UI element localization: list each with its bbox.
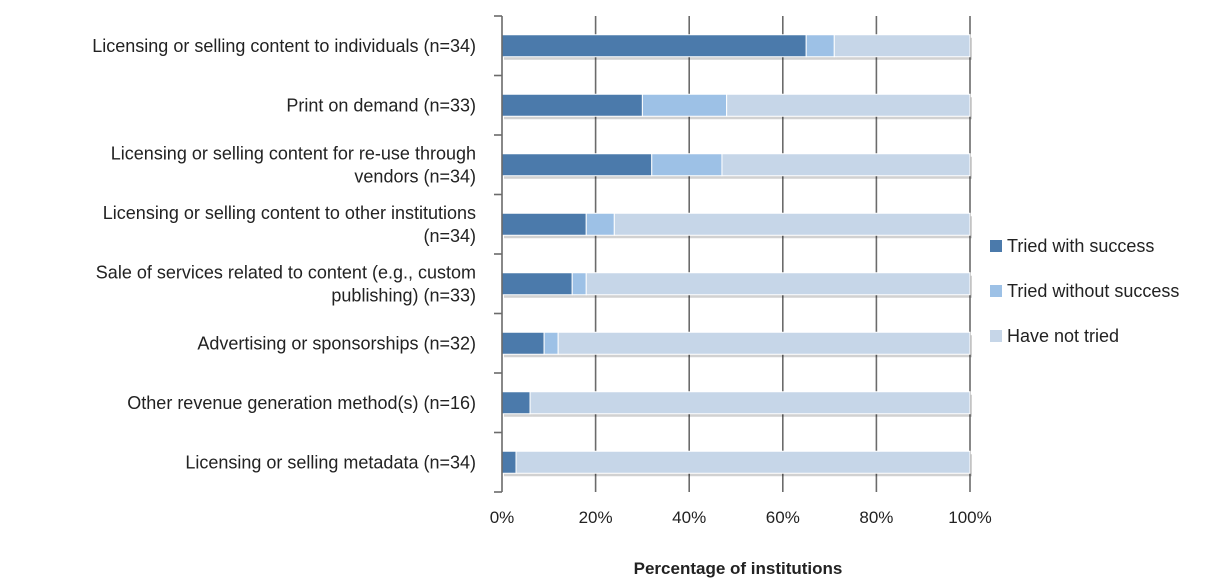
bar-segment: [585, 212, 615, 236]
bar-segment: [501, 331, 545, 355]
legend-swatch: [990, 330, 1002, 342]
bar-segment: [501, 450, 517, 474]
legend-label: Have not tried: [1007, 326, 1119, 346]
bar-segment: [805, 34, 835, 58]
x-tick-label: 60%: [766, 508, 800, 527]
legend-label: Tried without success: [1007, 281, 1179, 301]
bar-segment: [543, 331, 559, 355]
bar-segment: [571, 272, 587, 296]
category-label: Licensing or selling metadata (n=34): [185, 452, 476, 472]
bar-segment: [501, 391, 531, 415]
bar-segment: [501, 34, 807, 58]
bar-segment: [613, 212, 971, 236]
x-tick-label: 40%: [672, 508, 706, 527]
bar-segment: [833, 34, 971, 58]
axis-layer: [494, 15, 503, 493]
legend-swatch: [990, 285, 1002, 297]
category-label: Advertising or sponsorships (n=32): [197, 333, 476, 353]
label-layer: 0% 20% 40% 60% 80% 100% Licensing or selling c…: [92, 36, 991, 578]
grid-layer: [594, 16, 971, 492]
x-axis-title: Percentage of institutions: [634, 559, 843, 578]
bar-segment: [641, 93, 728, 117]
legend-swatch: [990, 240, 1002, 252]
category-label: Other revenue generation method(s) (n=16…: [127, 393, 476, 413]
category-label: Licensing or selling content to individu…: [92, 36, 476, 56]
x-tick-label: 100%: [948, 508, 991, 527]
category-label: vendors (n=34): [354, 166, 476, 186]
bar-segment: [651, 153, 723, 177]
bar-segment: [529, 391, 971, 415]
bar-segment: [726, 93, 971, 117]
bar-layer: [501, 34, 972, 477]
bar-segment: [515, 450, 971, 474]
x-tick-label: 20%: [579, 508, 613, 527]
category-label: Print on demand (n=33): [286, 95, 476, 115]
bar-segment: [501, 93, 643, 117]
category-label: publishing) (n=33): [331, 285, 476, 305]
category-label: Licensing or selling content for re-use …: [111, 143, 476, 163]
bar-segment: [501, 212, 587, 236]
bar-segment: [585, 272, 971, 296]
bar-segment: [721, 153, 971, 177]
x-tick-label: 80%: [859, 508, 893, 527]
category-label: Sale of services related to content (e.g…: [96, 262, 476, 282]
bar-segment: [501, 153, 653, 177]
legend-layer: Tried with success Tried without success H…: [990, 236, 1179, 346]
bar-segment: [501, 272, 573, 296]
x-tick-label: 0%: [490, 508, 515, 527]
category-label: (n=34): [423, 226, 476, 246]
legend-label: Tried with success: [1007, 236, 1154, 256]
bar-segment: [557, 331, 971, 355]
category-label: Licensing or selling content to other in…: [103, 203, 476, 223]
